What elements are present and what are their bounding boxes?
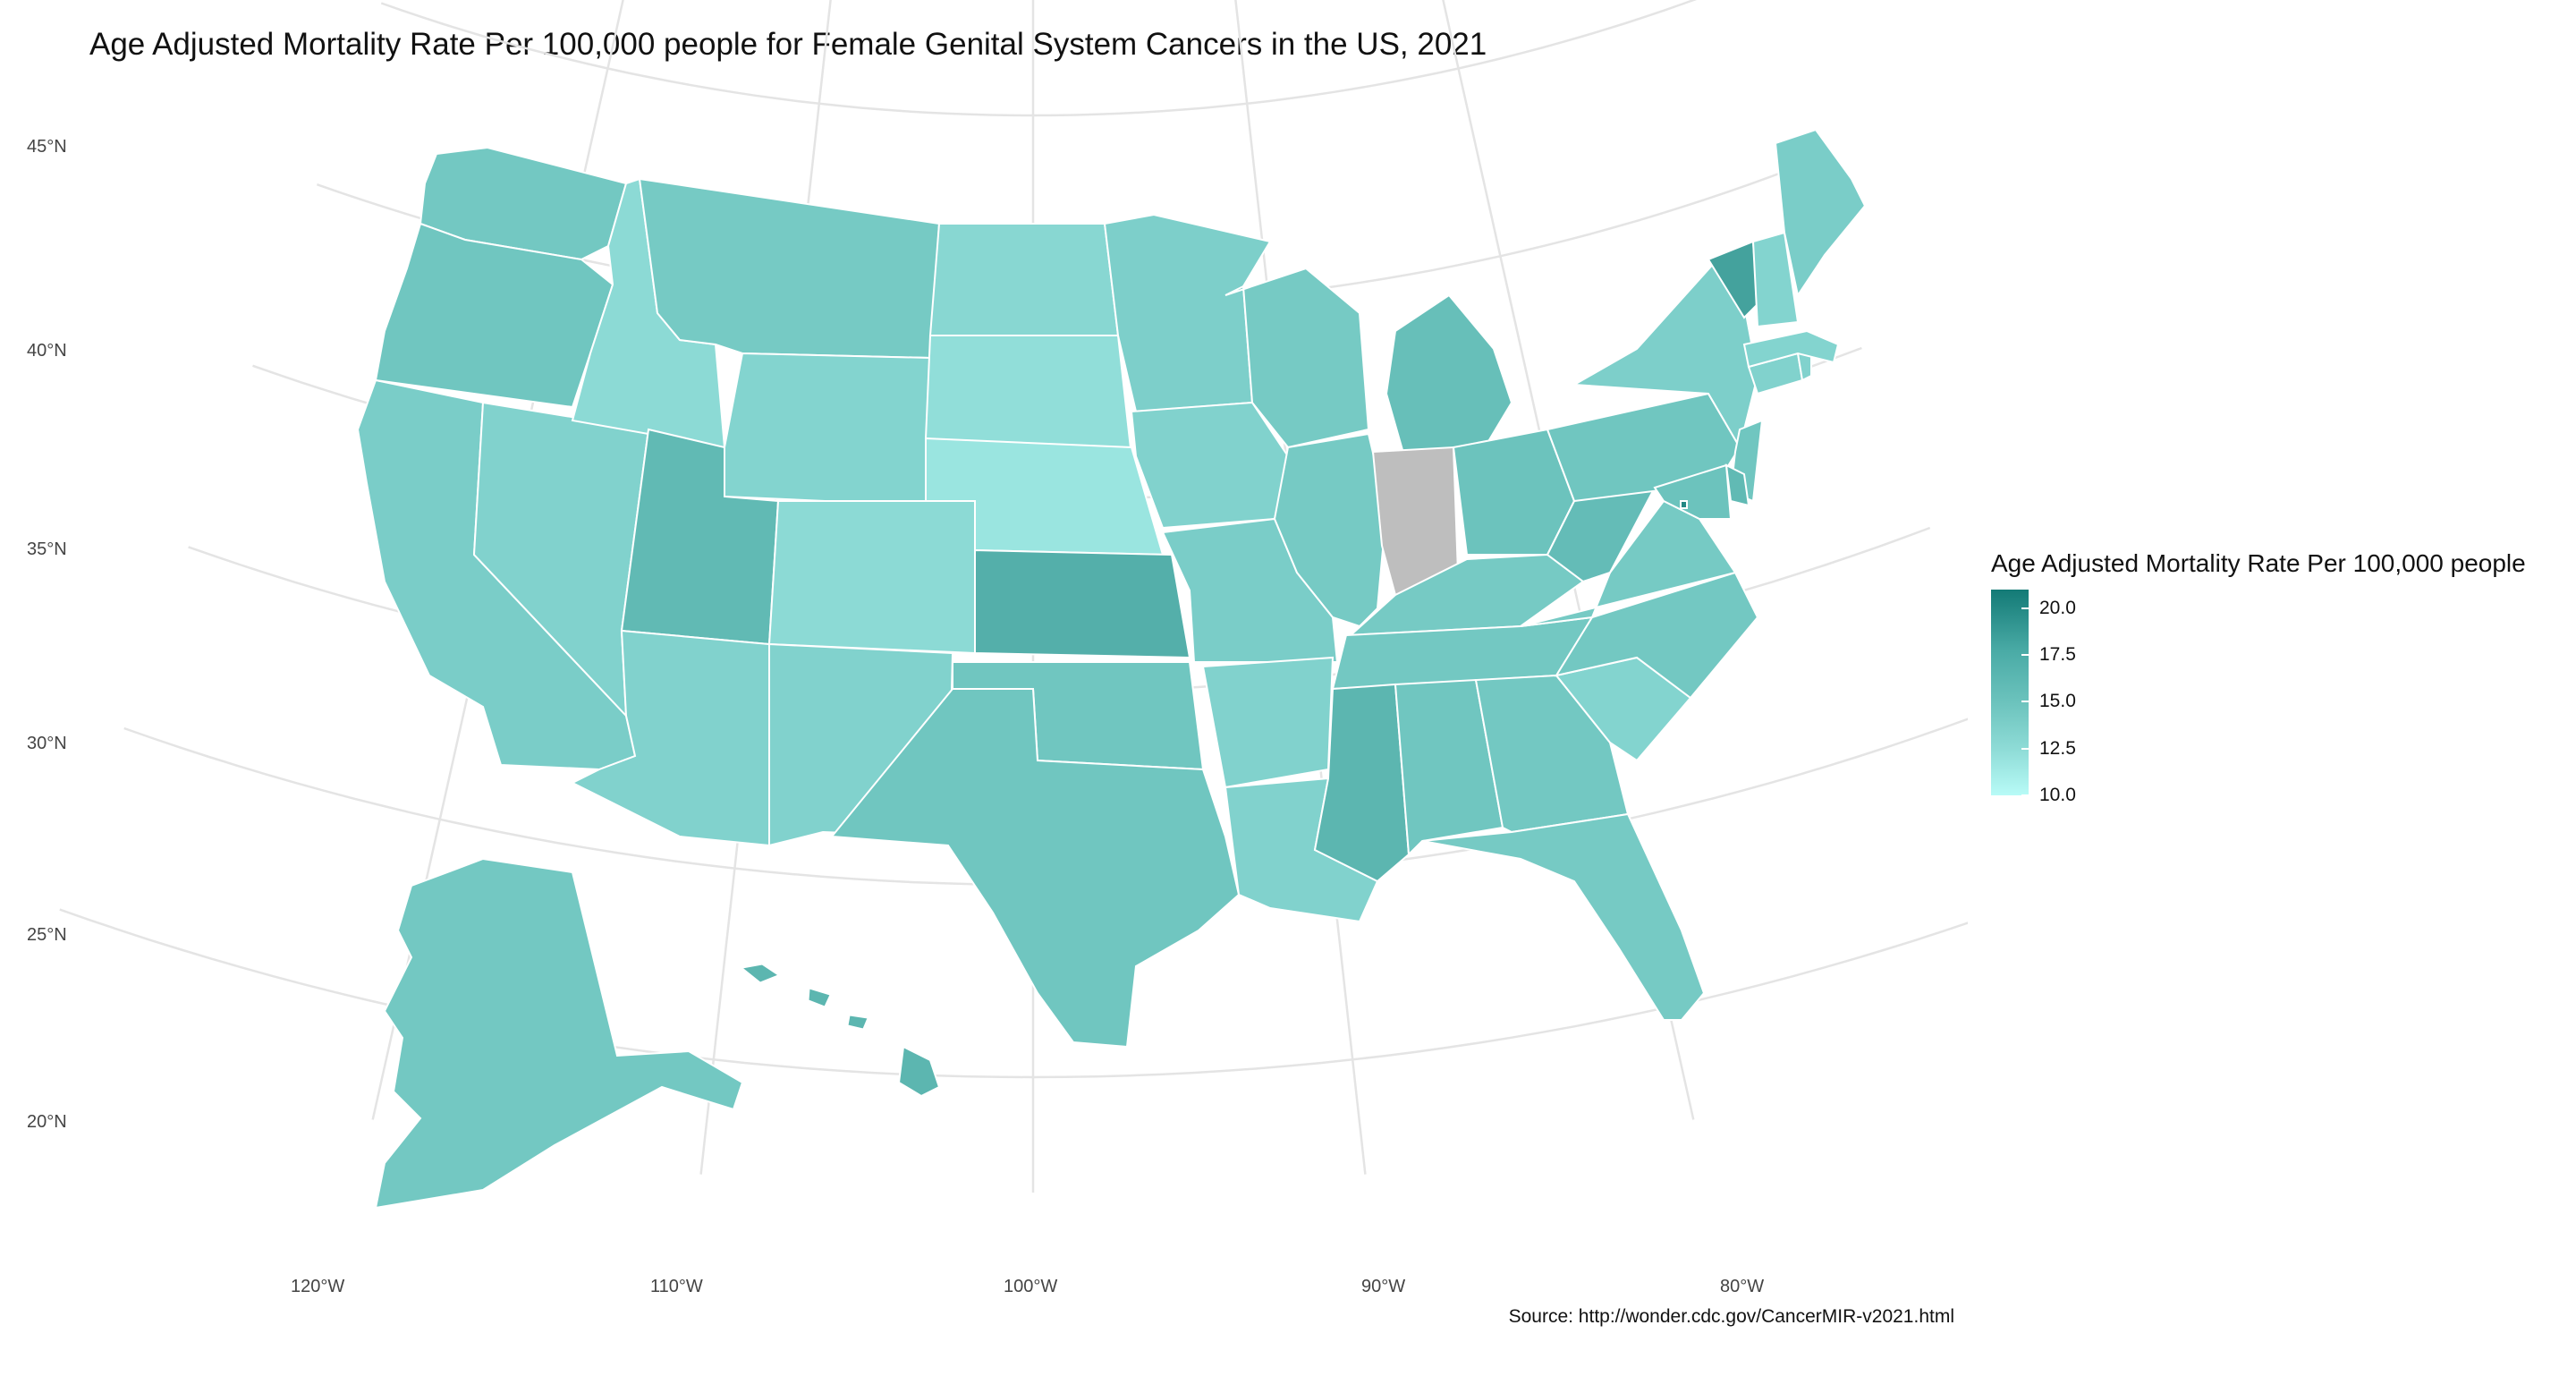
legend-tick-mark	[2021, 747, 2029, 750]
lat-label: 35°N	[27, 539, 67, 559]
legend-tick-mark	[2021, 654, 2029, 657]
state-hawaii-island	[808, 988, 831, 1007]
state-wisconsin	[1224, 267, 1370, 449]
lon-label: 100°W	[1004, 1277, 1058, 1296]
state-south-dakota	[924, 335, 1133, 458]
lat-label: 25°N	[27, 925, 67, 945]
legend-title: Age Adjusted Mortality Rate Per 100,000 …	[1991, 549, 2526, 577]
state-new-york	[1571, 258, 1759, 450]
legend-tick-mark	[2021, 607, 2029, 609]
state-florida	[1421, 812, 1706, 1021]
state-pennsylvania	[1546, 392, 1741, 503]
lat-label: 20°N	[27, 1112, 67, 1132]
chart-title: Age Adjusted Mortality Rate Per 100,000 …	[89, 27, 1487, 62]
state-maine	[1774, 128, 1867, 298]
state-hawaii-island	[847, 1015, 869, 1030]
lon-label: 120°W	[291, 1277, 345, 1296]
state-kansas	[974, 548, 1191, 659]
state-michigan	[1385, 293, 1513, 458]
legend-tick-label: 15.0	[2039, 691, 2076, 712]
state-maryland	[1653, 463, 1733, 520]
state-hawaii-island	[741, 964, 780, 983]
state-district-of-columbia	[1680, 500, 1688, 509]
state-arkansas	[1201, 656, 1335, 789]
legend: Age Adjusted Mortality Rate Per 100,000 …	[1991, 549, 2526, 805]
source-note: Source: http://wonder.cdc.gov/CancerMIR-…	[1508, 1306, 1954, 1327]
parallel-45	[380, 0, 1698, 117]
lon-label: 110°W	[650, 1277, 703, 1296]
legend-tick-label: 12.5	[2039, 737, 2076, 759]
state-alabama	[1394, 678, 1504, 857]
lat-label: 45°N	[27, 137, 67, 157]
state-texas	[830, 688, 1241, 1049]
lat-label: 40°N	[27, 341, 67, 361]
legend-tick-label: 17.5	[2039, 644, 2076, 666]
legend-tick-label: 10.0	[2039, 785, 2076, 805]
us-map	[59, 0, 1968, 1210]
lon-label: 90°W	[1361, 1277, 1406, 1296]
lat-label: 30°N	[27, 734, 67, 753]
legend-tick-mark	[2021, 794, 2029, 796]
state-wyoming	[724, 352, 932, 507]
state-delaware	[1724, 463, 1750, 507]
legend-tick-mark	[2021, 701, 2029, 703]
legend-tick-label: 20.0	[2039, 597, 2076, 618]
legend-colorbar	[1991, 590, 2029, 795]
state-hawaii	[897, 1045, 941, 1098]
state-montana	[638, 177, 941, 360]
state-oregon	[374, 222, 614, 409]
state-regions	[356, 128, 1867, 1210]
state-colorado	[767, 500, 976, 655]
state-new-hampshire	[1751, 231, 1800, 328]
state-massachusetts	[1742, 329, 1840, 369]
state-north-dakota	[928, 223, 1120, 336]
state-iowa	[1130, 401, 1290, 530]
state-alaska	[374, 857, 744, 1210]
lon-label: 80°W	[1720, 1277, 1765, 1296]
